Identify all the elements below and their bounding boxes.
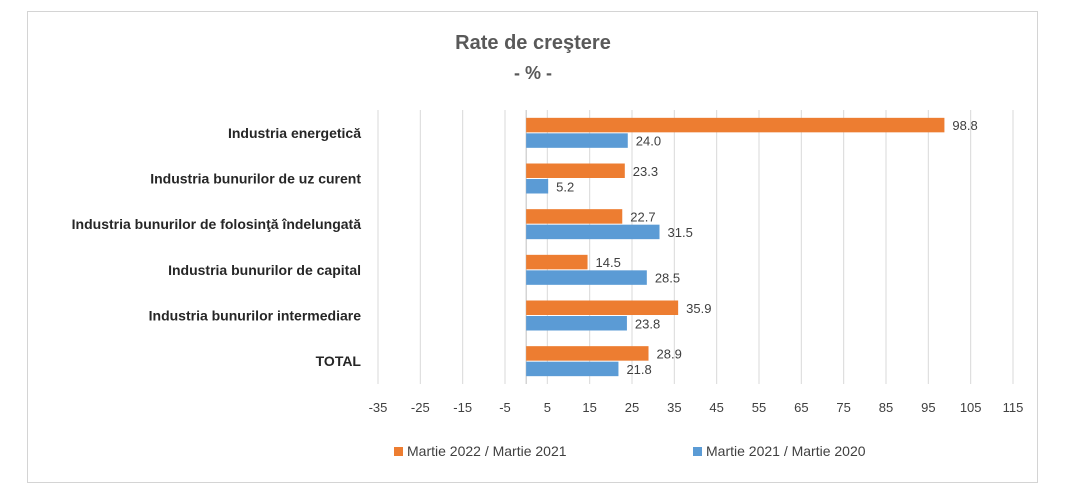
x-tick-label: 25 <box>625 400 639 415</box>
bar-series1 <box>526 117 945 133</box>
x-tick-label: 45 <box>709 400 723 415</box>
bar-series1 <box>526 346 649 361</box>
bar-series2 <box>526 133 628 148</box>
bar-series2 <box>526 361 619 377</box>
x-tick-label: -35 <box>369 400 388 415</box>
x-tick-label: 115 <box>1003 400 1024 415</box>
data-label: 5.2 <box>556 179 574 194</box>
category-label: Industria bunurilor de folosinţă îndelun… <box>72 216 362 232</box>
chart-title: Rate de creştere <box>455 32 611 54</box>
x-tick-label: 15 <box>582 400 596 415</box>
legend: Martie 2022 / Martie 2021 Martie 2021 / M… <box>394 443 866 459</box>
category-label: Industria energetică <box>228 125 361 141</box>
data-label: 23.8 <box>635 316 660 331</box>
data-label: 28.9 <box>657 346 682 361</box>
x-axis-ticks: -35 -25 -15 -5 5 15 25 35 45 55 65 75 85 95 105 115 <box>369 400 1024 415</box>
bar-series1 <box>526 209 623 224</box>
bar-series2 <box>526 270 647 285</box>
data-label: 22.7 <box>630 209 655 224</box>
bar-chart: Rate de creştere - % - Industria energet… <box>72 32 1024 459</box>
x-tick-label: 35 <box>667 400 681 415</box>
chart-subtitle: - % - <box>514 63 552 83</box>
data-label: 35.9 <box>686 301 711 316</box>
bar-series2 <box>526 316 627 331</box>
category-label: Industria bunurilor de capital <box>168 262 361 278</box>
legend-label: Martie 2022 / Martie 2021 <box>407 443 567 459</box>
x-tick-label: 95 <box>921 400 935 415</box>
x-tick-label: 55 <box>752 400 766 415</box>
legend-swatch <box>693 447 702 456</box>
x-tick-label: 85 <box>879 400 893 415</box>
bar-series1 <box>526 300 679 315</box>
category-label: Industria bunurilor intermediare <box>149 308 362 324</box>
data-label: 31.5 <box>668 225 693 240</box>
data-label: 98.8 <box>952 118 977 133</box>
x-tick-label: 105 <box>960 400 982 415</box>
x-tick-label: 75 <box>836 400 850 415</box>
data-labels: 98.8 24.0 23.3 5.2 22.7 31.5 14.5 28.5 35.9 23.8 2… <box>556 118 978 377</box>
bars-group <box>526 117 945 377</box>
data-label: 28.5 <box>655 271 680 286</box>
bar-series1 <box>526 163 625 178</box>
category-labels: Industria energetică Industria bunurilor … <box>72 125 362 369</box>
bar-series2 <box>526 179 549 194</box>
x-tick-label: 5 <box>544 400 551 415</box>
x-tick-label: -15 <box>453 400 472 415</box>
data-label: 14.5 <box>596 255 621 270</box>
bar-series1 <box>526 254 588 270</box>
data-label: 24.0 <box>636 134 661 149</box>
x-tick-label: 65 <box>794 400 808 415</box>
chart-frame: Rate de creştere - % - Industria energet… <box>27 11 1038 483</box>
x-tick-label: -5 <box>499 400 511 415</box>
category-label: TOTAL <box>316 353 362 369</box>
category-label: Industria bunurilor de uz curent <box>150 171 361 187</box>
data-label: 23.3 <box>633 164 658 179</box>
legend-swatch <box>394 447 403 456</box>
gridlines <box>377 110 1014 384</box>
legend-label: Martie 2021 / Martie 2020 <box>706 443 866 459</box>
data-label: 21.8 <box>626 362 651 377</box>
bar-series2 <box>526 224 660 240</box>
x-tick-label: -25 <box>411 400 430 415</box>
